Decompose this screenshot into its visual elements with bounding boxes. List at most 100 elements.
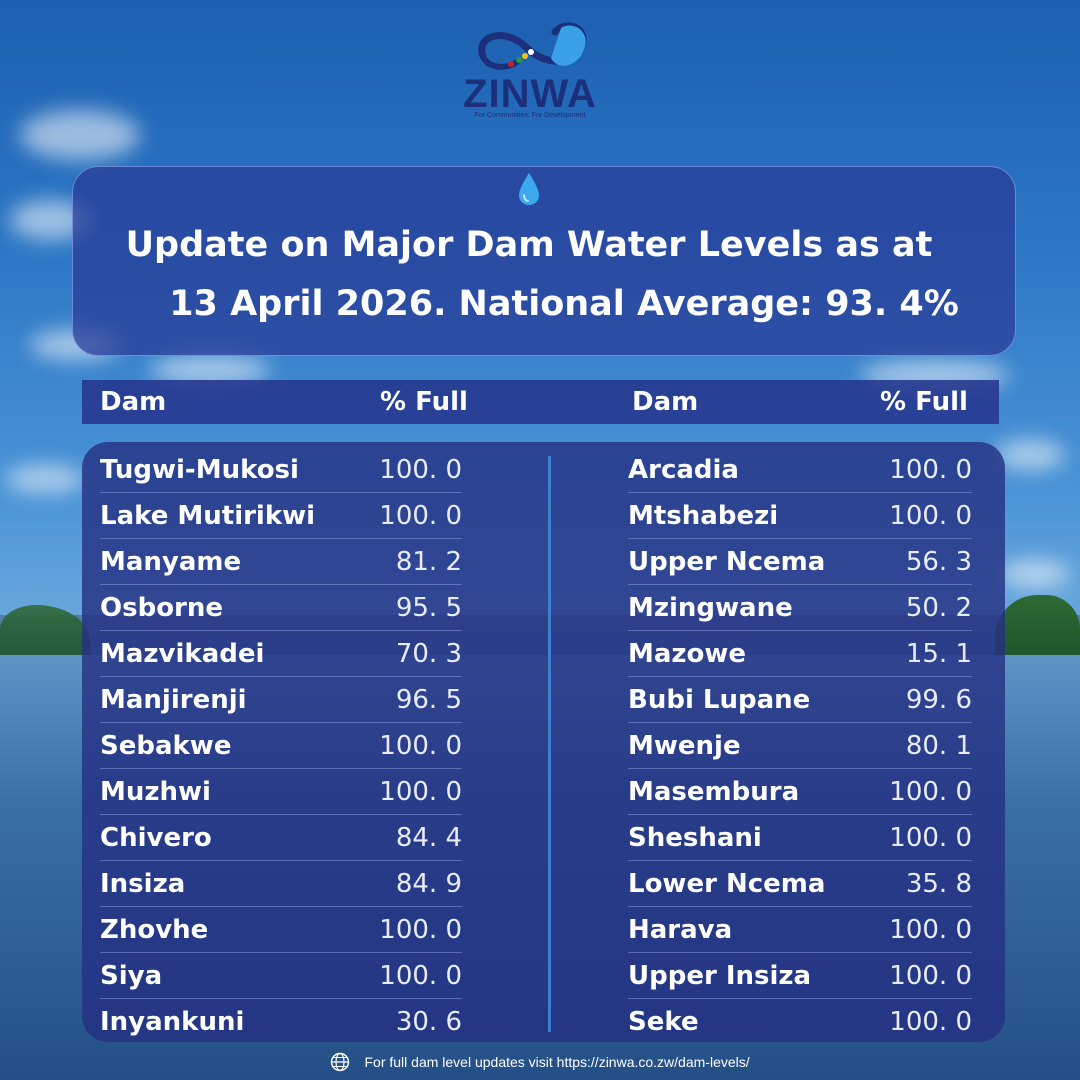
table-row: Siya 100. 0 xyxy=(100,953,462,999)
table-row: Inyankuni 30. 6 xyxy=(100,999,462,1045)
page-title-line-1: Update on Major Dam Water Levels as at xyxy=(125,225,933,265)
dam-percent-full: 80. 1 xyxy=(905,731,972,761)
dam-percent-full: 96. 5 xyxy=(395,685,462,715)
table-row: Manjirenji 96. 5 xyxy=(100,677,462,723)
table-row: Osborne 95. 5 xyxy=(100,585,462,631)
dam-name: Lake Mutirikwi xyxy=(100,501,316,531)
dam-levels-table xyxy=(82,442,1005,1042)
dam-name: Seke xyxy=(628,1007,699,1037)
dam-name: Upper Ncema xyxy=(628,547,826,577)
footer-link-text[interactable]: For full dam level updates visit https:/… xyxy=(364,1054,750,1070)
footer: For full dam level updates visit https:/… xyxy=(0,1050,1080,1074)
column-divider xyxy=(548,456,551,1032)
dam-name: Tugwi-Mukosi xyxy=(100,455,299,485)
header-pct-left: % Full xyxy=(380,387,468,417)
dam-name: Sheshani xyxy=(628,823,762,853)
dam-percent-full: 35. 8 xyxy=(905,869,972,899)
table-row: Muzhwi 100. 0 xyxy=(100,769,462,815)
dam-percent-full: 99. 6 xyxy=(905,685,972,715)
dam-percent-full: 15. 1 xyxy=(905,639,972,669)
dam-percent-full: 100. 0 xyxy=(889,455,972,485)
dam-name: Mtshabezi xyxy=(628,501,779,531)
dam-percent-full: 100. 0 xyxy=(379,455,462,485)
dam-name: Arcadia xyxy=(628,455,739,485)
dam-name: Mazowe xyxy=(628,639,747,669)
water-drop-icon xyxy=(519,173,539,205)
dam-name: Mzingwane xyxy=(628,593,793,623)
cloud xyxy=(995,440,1065,470)
table-row: Mazowe 15. 1 xyxy=(628,631,972,677)
dam-percent-full: 100. 0 xyxy=(889,961,972,991)
dam-percent-full: 30. 6 xyxy=(395,1007,462,1037)
header-dam-right: Dam xyxy=(632,387,699,417)
globe-icon xyxy=(331,1052,350,1072)
table-row: Mwenje 80. 1 xyxy=(628,723,972,769)
dam-percent-full: 56. 3 xyxy=(905,547,972,577)
dam-percent-full: 100. 0 xyxy=(889,1007,972,1037)
dam-name: Zhovhe xyxy=(100,915,209,945)
dam-name: Manjirenji xyxy=(100,685,247,715)
table-row: Masembura 100. 0 xyxy=(628,769,972,815)
table-row: Mazvikadei 70. 3 xyxy=(100,631,462,677)
dam-percent-full: 50. 2 xyxy=(905,593,972,623)
dam-name: Harava xyxy=(628,915,733,945)
cloud xyxy=(5,465,85,493)
header-pct-right: % Full xyxy=(880,387,968,417)
dam-percent-full: 100. 0 xyxy=(379,961,462,991)
page-title-line-2: 13 April 2026. National Average: 93. 4% xyxy=(169,284,959,324)
dam-percent-full: 100. 0 xyxy=(889,777,972,807)
cloud xyxy=(1000,560,1070,588)
cloud xyxy=(20,110,140,160)
table-row: Upper Insiza 100. 0 xyxy=(628,953,972,999)
table-row: Upper Ncema 56. 3 xyxy=(628,539,972,585)
dam-name: Inyankuni xyxy=(100,1007,245,1037)
dam-name: Upper Insiza xyxy=(628,961,812,991)
dam-percent-full: 100. 0 xyxy=(889,915,972,945)
table-row: Manyame 81. 2 xyxy=(100,539,462,585)
dam-percent-full: 100. 0 xyxy=(379,731,462,761)
table-header: Dam % Full Dam % Full xyxy=(82,380,999,424)
table-row: Bubi Lupane 99. 6 xyxy=(628,677,972,723)
dam-name: Lower Ncema xyxy=(628,869,826,899)
zinwa-logo: ZINWA For Communities, For Development xyxy=(450,18,610,128)
dam-percent-full: 100. 0 xyxy=(379,777,462,807)
table-row: Insiza 84. 9 xyxy=(100,861,462,907)
dam-name: Mwenje xyxy=(628,731,741,761)
dam-name: Masembura xyxy=(628,777,800,807)
dam-percent-full: 81. 2 xyxy=(395,547,462,577)
dam-percent-full: 100. 0 xyxy=(379,501,462,531)
dam-name: Manyame xyxy=(100,547,242,577)
table-row: Arcadia 100. 0 xyxy=(628,447,972,493)
dam-percent-full: 70. 3 xyxy=(395,639,462,669)
infinity-wave-icon xyxy=(478,22,587,70)
dam-name: Sebakwe xyxy=(100,731,232,761)
table-row: Mzingwane 50. 2 xyxy=(628,585,972,631)
title-card xyxy=(72,166,1016,356)
dam-percent-full: 100. 0 xyxy=(379,915,462,945)
table-row: Zhovhe 100. 0 xyxy=(100,907,462,953)
dam-name: Chivero xyxy=(100,823,212,853)
dam-percent-full: 95. 5 xyxy=(395,593,462,623)
header-dam-left: Dam xyxy=(100,387,167,417)
dam-name: Osborne xyxy=(100,593,224,623)
table-row: Mtshabezi 100. 0 xyxy=(628,493,972,539)
dam-name: Siya xyxy=(100,961,163,991)
dam-percent-full: 84. 4 xyxy=(395,823,462,853)
dam-name: Mazvikadei xyxy=(100,639,265,669)
dam-name: Insiza xyxy=(100,869,186,899)
table-row: Seke 100. 0 xyxy=(628,999,972,1045)
dam-name: Bubi Lupane xyxy=(628,685,811,715)
table-row: Lower Ncema 35. 8 xyxy=(628,861,972,907)
logo-tagline: For Communities, For Development xyxy=(474,112,586,119)
table-row: Lake Mutirikwi 100. 0 xyxy=(100,493,462,539)
table-row: Sheshani 100. 0 xyxy=(628,815,972,861)
dam-percent-full: 84. 9 xyxy=(395,869,462,899)
logo-wordmark: ZINWA xyxy=(463,72,597,116)
dam-percent-full: 100. 0 xyxy=(889,501,972,531)
table-row: Tugwi-Mukosi 100. 0 xyxy=(100,447,462,493)
dam-percent-full: 100. 0 xyxy=(889,823,972,853)
dam-name: Muzhwi xyxy=(100,777,211,807)
table-row: Sebakwe 100. 0 xyxy=(100,723,462,769)
table-row: Harava 100. 0 xyxy=(628,907,972,953)
table-row: Chivero 84. 4 xyxy=(100,815,462,861)
